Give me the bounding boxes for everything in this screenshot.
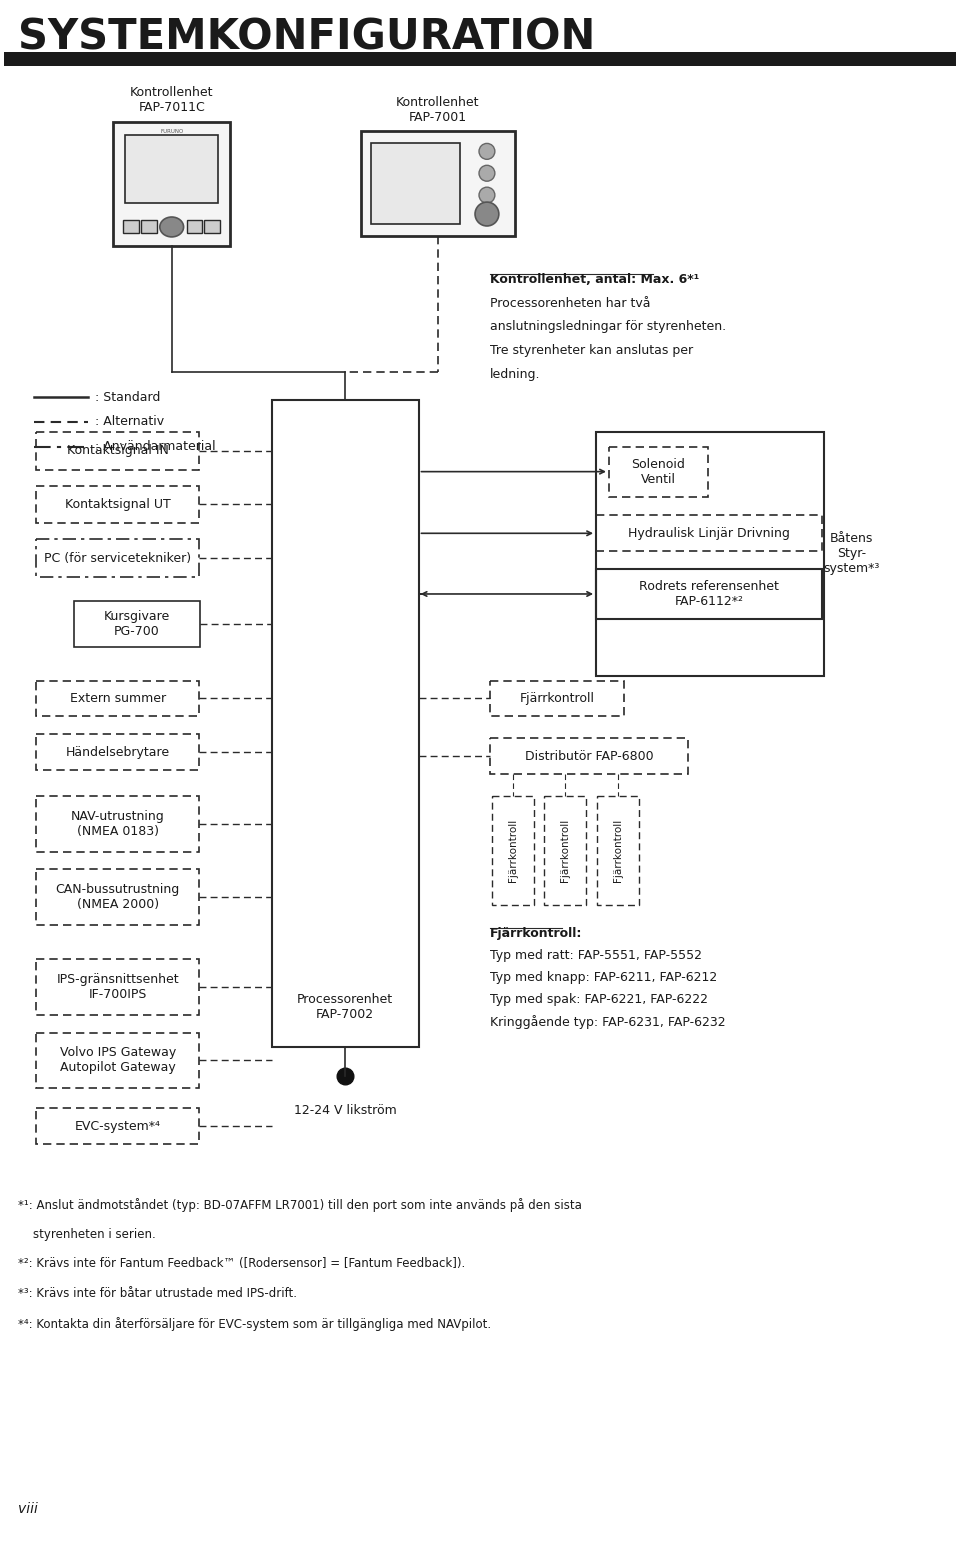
Text: Typ med knapp: FAP-6211, FAP-6212: Typ med knapp: FAP-6211, FAP-6212 (490, 971, 717, 985)
Ellipse shape (159, 217, 183, 237)
Bar (123, 220, 139, 232)
Bar (204, 220, 220, 232)
Text: Processorenheten har två: Processorenheten har två (490, 297, 651, 310)
Text: Kursgivare
PG-700: Kursgivare PG-700 (104, 610, 170, 638)
Circle shape (475, 203, 499, 226)
Text: *⁴: Kontakta din återförsäljare för EVC-system som är tillgängliga med NAVpilot.: *⁴: Kontakta din återförsäljare för EVC-… (18, 1317, 492, 1331)
Bar (141, 220, 156, 232)
Bar (609, 447, 708, 497)
Bar (113, 122, 230, 246)
Text: Volvo IPS Gateway
Autopilot Gateway: Volvo IPS Gateway Autopilot Gateway (60, 1046, 176, 1074)
Text: *¹: Anslut ändmotståndet (typ: BD-07AFFM LR7001) till den port som inte används : *¹: Anslut ändmotståndet (typ: BD-07AFFM… (18, 1198, 582, 1212)
Circle shape (479, 166, 494, 181)
Bar (36, 796, 200, 851)
Circle shape (479, 209, 494, 224)
Text: ledning.: ledning. (490, 368, 540, 381)
Text: Extern summer: Extern summer (70, 692, 166, 704)
Bar (272, 399, 419, 1046)
Circle shape (479, 144, 494, 159)
Bar (36, 486, 200, 523)
Text: Tre styrenheter kan anslutas per: Tre styrenheter kan anslutas per (490, 344, 693, 358)
Bar (597, 796, 638, 906)
Bar (186, 220, 203, 232)
Text: anslutningsledningar för styrenheten.: anslutningsledningar för styrenheten. (490, 320, 726, 333)
Text: SYSTEMKONFIGURATION: SYSTEMKONFIGURATION (18, 15, 595, 59)
Bar (36, 1108, 200, 1144)
Text: IPS-gränsnittsenhet
IF-700IPS: IPS-gränsnittsenhet IF-700IPS (57, 972, 179, 1002)
Bar (596, 570, 822, 619)
Bar (36, 734, 200, 769)
Text: Solenoid
Ventil: Solenoid Ventil (632, 458, 685, 486)
Text: Kontrollenhet
FAP-7011C: Kontrollenhet FAP-7011C (130, 85, 213, 113)
Bar (596, 515, 822, 551)
Text: Kontrollenhet, antal: Max. 6*¹: Kontrollenhet, antal: Max. 6*¹ (490, 272, 699, 286)
Bar (490, 681, 624, 717)
Text: Processorenhet
FAP-7002: Processorenhet FAP-7002 (297, 992, 394, 1020)
Text: : Användarmaterial: : Användarmaterial (95, 440, 216, 454)
Text: Typ med spak: FAP-6221, FAP-6222: Typ med spak: FAP-6221, FAP-6222 (490, 992, 708, 1006)
Text: CAN-bussutrustning
(NMEA 2000): CAN-bussutrustning (NMEA 2000) (56, 884, 180, 912)
Bar (544, 796, 586, 906)
Text: : Standard: : Standard (95, 390, 160, 404)
Text: *²: Krävs inte för Fantum Feedback™ ([Rodersensor] = [Fantum Feedback]).: *²: Krävs inte för Fantum Feedback™ ([Ro… (18, 1257, 466, 1271)
Text: Hydraulisk Linjär Drivning: Hydraulisk Linjär Drivning (628, 526, 790, 540)
Text: Fjärrkontroll: Fjärrkontroll (519, 692, 594, 704)
Bar (4, 53, 956, 67)
Bar (596, 432, 824, 675)
Text: Fjärrkontroll: Fjärrkontroll (561, 819, 570, 882)
Bar (125, 136, 218, 203)
Bar (36, 681, 200, 717)
Text: FURUNO: FURUNO (160, 128, 183, 135)
Text: Båtens
Styr-
system*³: Båtens Styr- system*³ (824, 533, 880, 576)
Text: Kontaktsignal UT: Kontaktsignal UT (64, 498, 171, 511)
Bar (36, 539, 200, 577)
Text: viii: viii (18, 1502, 38, 1515)
Bar (36, 1033, 200, 1088)
Text: EVC-system*⁴: EVC-system*⁴ (75, 1119, 160, 1133)
Text: : Alternativ: : Alternativ (95, 415, 164, 429)
Bar (36, 432, 200, 469)
Text: Rodrets referensenhet
FAP-6112*²: Rodrets referensenhet FAP-6112*² (639, 580, 779, 608)
Bar (36, 960, 200, 1014)
Bar (371, 144, 460, 224)
Bar (490, 738, 688, 774)
Bar (36, 870, 200, 926)
Text: Fjärrkontroll: Fjärrkontroll (508, 819, 517, 882)
Text: Kringgående typ: FAP-6231, FAP-6232: Kringgående typ: FAP-6231, FAP-6232 (490, 1014, 726, 1029)
Text: Händelsebrytare: Händelsebrytare (65, 746, 170, 759)
Circle shape (479, 187, 494, 203)
Text: NAV-utrustning
(NMEA 0183): NAV-utrustning (NMEA 0183) (71, 810, 164, 837)
Bar (74, 601, 201, 647)
Bar (361, 132, 515, 235)
Text: Fjärrkontroll: Fjärrkontroll (612, 819, 623, 882)
Text: 12-24 V likström: 12-24 V likström (294, 1104, 396, 1118)
Text: styrenheten i serien.: styrenheten i serien. (18, 1228, 156, 1240)
Text: *³: Krävs inte för båtar utrustade med IPS-drift.: *³: Krävs inte för båtar utrustade med I… (18, 1288, 297, 1300)
Text: Typ med ratt: FAP-5551, FAP-5552: Typ med ratt: FAP-5551, FAP-5552 (490, 949, 702, 961)
Text: Distributör FAP-6800: Distributör FAP-6800 (525, 749, 654, 763)
Text: Kontrollenhet
FAP-7001: Kontrollenhet FAP-7001 (396, 96, 480, 124)
Text: PC (för servicetekniker): PC (för servicetekniker) (44, 551, 191, 565)
Bar (492, 796, 534, 906)
Text: Kontaktsignal IN: Kontaktsignal IN (67, 444, 169, 457)
Text: Fjärrkontroll:: Fjärrkontroll: (490, 927, 583, 940)
